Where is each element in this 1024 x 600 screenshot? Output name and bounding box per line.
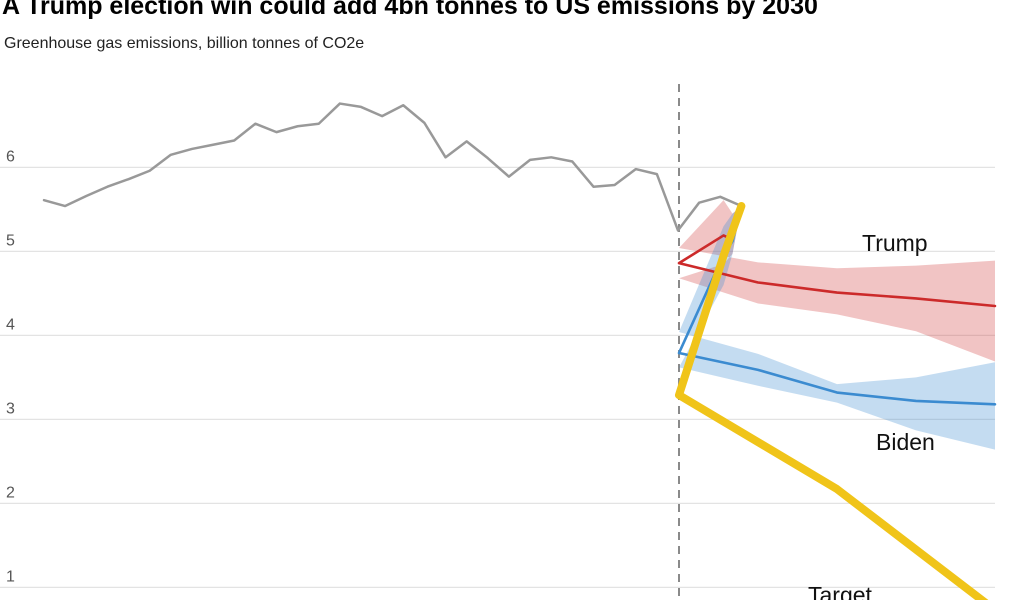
biden-label: Biden xyxy=(876,429,935,455)
grid-lines xyxy=(0,166,995,589)
y-tick-4: 4 xyxy=(6,316,15,333)
y-tick-2: 2 xyxy=(6,484,15,501)
uncertainty-bands xyxy=(679,200,995,450)
series-lines xyxy=(42,102,997,600)
trump-label: Trump xyxy=(862,230,928,256)
y-tick-1: 1 xyxy=(6,568,15,585)
chart-subtitle: Greenhouse gas emissions, billion tonnes… xyxy=(4,35,365,52)
historical-line xyxy=(42,102,743,232)
chart-title: A Trump election win could add 4bn tonne… xyxy=(2,0,818,20)
y-axis-ticks: 1 2 3 4 5 6 xyxy=(6,148,15,585)
y-tick-5: 5 xyxy=(6,232,15,249)
y-tick-6: 6 xyxy=(6,148,15,165)
trump-uncertainty-band xyxy=(679,200,995,362)
y-tick-3: 3 xyxy=(6,400,15,417)
target-line xyxy=(675,202,989,600)
biden-uncertainty-band xyxy=(679,206,995,450)
target-label: Target xyxy=(808,582,873,600)
